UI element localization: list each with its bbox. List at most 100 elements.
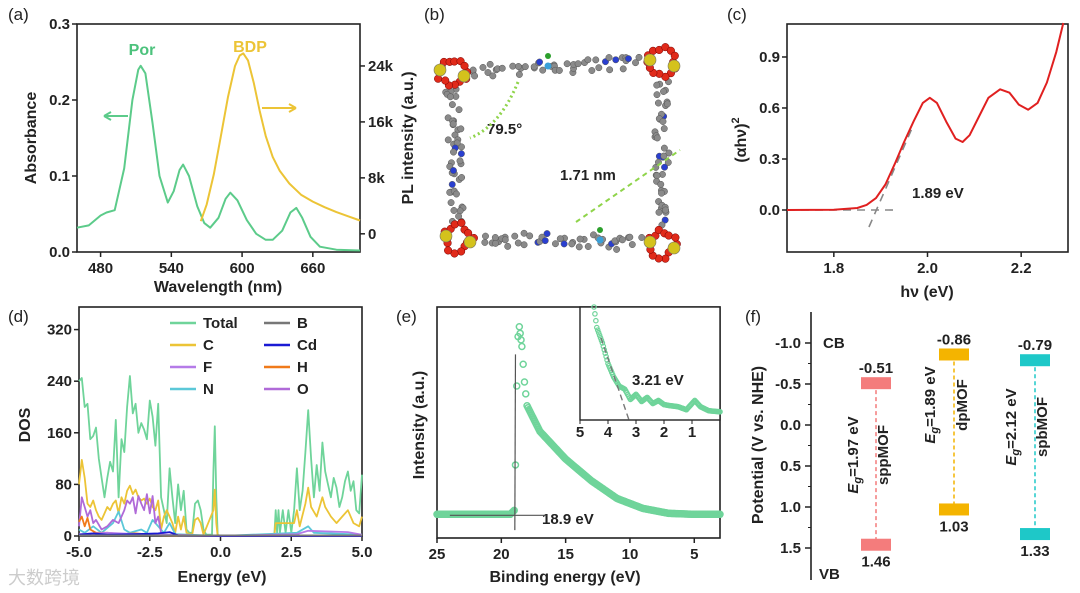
plot-frame-e [436, 306, 721, 539]
y-tick-label-d: 240 [47, 373, 72, 390]
oxygen-atom [457, 218, 466, 227]
atom [447, 199, 455, 207]
y-axis-title-d: DOS [17, 407, 34, 442]
atom [448, 101, 456, 109]
atom [452, 190, 460, 198]
y-tick-label-d: 160 [47, 425, 72, 442]
x-tick-label-d: 5.0 [352, 544, 373, 561]
cadmium-atom [667, 241, 681, 255]
cutoff-line [514, 354, 517, 531]
oxygen-atom [444, 246, 453, 255]
legend-label-c: C [203, 337, 214, 354]
atom [628, 241, 636, 248]
vb-bar-dpMOF [939, 503, 969, 516]
cadmium-atom [433, 63, 447, 77]
x-tick-label-d: 0.0 [210, 544, 231, 561]
y-tick-label-c: 0.6 [759, 100, 780, 117]
atom [446, 93, 454, 101]
cadmium-atom [457, 69, 471, 83]
series-line-o [78, 493, 362, 537]
oxygen-atom [460, 61, 469, 70]
y-axis-title-f: Potential (V vs. NHE) [750, 366, 767, 524]
y-axis-title-a: Absorbance [23, 92, 40, 185]
data-point [716, 510, 724, 519]
x-tick-label-c: 1.8 [823, 260, 844, 277]
annotation-bandgap-c: 1.89 eV [912, 185, 964, 202]
y-tick-label-d: 80 [55, 476, 72, 493]
fluorine-atom [545, 53, 551, 59]
data-point [510, 506, 518, 515]
y-tick-label-a-right: 16k [368, 114, 394, 131]
data-point [513, 382, 521, 390]
panel-label-d: (d) [8, 307, 29, 326]
atom [458, 174, 466, 181]
atom [449, 167, 457, 174]
inset-data-point [597, 335, 604, 341]
series-line-n [78, 510, 363, 537]
atom [613, 245, 621, 253]
panel-label-f: (f) [745, 307, 761, 326]
inset-data-point [717, 408, 723, 415]
vb-value-sppMOF: 1.46 [861, 554, 890, 571]
oxygen-atom [664, 231, 673, 240]
atom [455, 106, 463, 114]
atom [584, 56, 592, 64]
data-point [520, 378, 529, 386]
atom [536, 58, 543, 66]
atom [448, 180, 456, 188]
oxygen-atom [464, 229, 473, 238]
y-tick-label-c: 0.9 [759, 49, 780, 66]
x-tick-label-e: 5 [690, 546, 698, 563]
atom [606, 66, 614, 74]
atom [552, 240, 559, 248]
atom [444, 136, 452, 144]
series-line-por [76, 64, 361, 252]
cb-label: CB [823, 335, 845, 352]
atom [491, 234, 499, 241]
atom [665, 149, 673, 157]
atom [450, 207, 458, 214]
boron-atom [544, 62, 552, 70]
atom [568, 240, 576, 248]
y-axis-title-c: (αhν)2 [730, 117, 750, 162]
vb-label: VB [819, 566, 840, 583]
oxygen-atom [441, 76, 450, 85]
y-tick-label-a-right: 8k [368, 170, 385, 187]
cb-value-dpMOF: -0.86 [937, 331, 971, 348]
atom [481, 238, 489, 246]
atom [619, 65, 627, 73]
material-name-spbMOF: spbMOF [1034, 397, 1051, 457]
atom [514, 239, 522, 247]
atom [662, 206, 670, 214]
atom [520, 241, 528, 249]
atom [511, 232, 519, 240]
x-tick-label-a: 600 [230, 260, 255, 277]
y-tick-label-c: 0.3 [759, 151, 780, 168]
atom [520, 229, 528, 237]
atom [660, 125, 668, 133]
atom [539, 66, 547, 74]
y-tick-label-a: 0.0 [49, 244, 70, 261]
x-tick-label-d: 2.5 [281, 544, 302, 561]
atom [555, 67, 563, 74]
oxygen-atom [670, 51, 679, 60]
atom [560, 240, 568, 248]
data-point [509, 507, 517, 516]
inset-data-point [593, 324, 600, 331]
atom [654, 99, 662, 107]
inset-data-point [595, 329, 602, 336]
oxygen-atom [450, 220, 459, 229]
angle-arc [469, 81, 520, 140]
watermark: 大数跨境 [8, 568, 80, 588]
atom [660, 152, 668, 160]
eg-symbol: E [845, 483, 862, 494]
legend-label-n: N [203, 381, 214, 398]
annotation-distance: 1.71 nm [560, 167, 616, 184]
y-tick-label-f: 1.5 [780, 540, 801, 557]
atom [498, 64, 506, 72]
x-tick-label-c: 2.0 [917, 260, 938, 277]
atom [456, 157, 464, 165]
y-axis-title-e: Intensity (a.u.) [411, 371, 428, 479]
legend-label-total: Total [203, 315, 238, 332]
